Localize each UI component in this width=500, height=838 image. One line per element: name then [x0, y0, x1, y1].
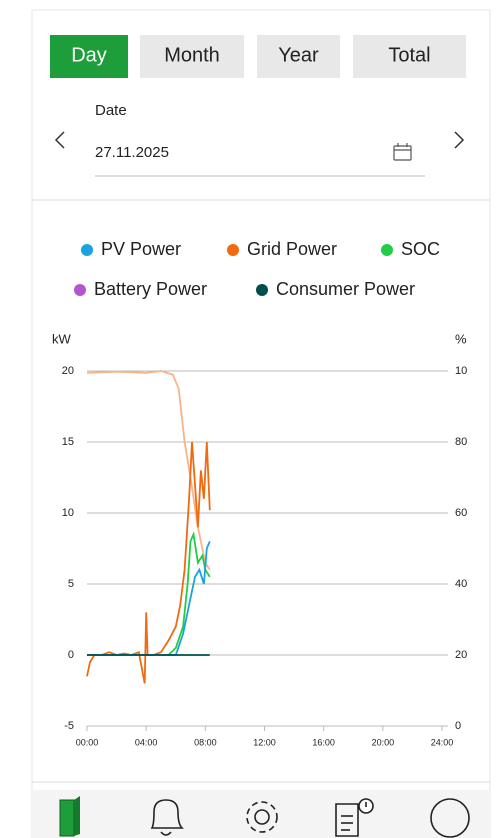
legend-dot[interactable] [256, 284, 268, 296]
legend-label[interactable]: Battery Power [94, 279, 207, 299]
series-line [167, 531, 211, 656]
tab[interactable] [140, 35, 244, 78]
series-line [86, 441, 211, 684]
tab-bar: Day Month Year Total [50, 35, 466, 78]
y-tick-label: 20 [62, 365, 74, 377]
legend-dot[interactable] [227, 244, 239, 256]
tab[interactable] [50, 35, 128, 78]
tab-label[interactable]: Total [388, 44, 430, 66]
y-tick-label: 15 [62, 436, 74, 448]
y2-axis-label: % [455, 331, 467, 346]
y2-tick-label: 60 [455, 507, 467, 519]
legend-label[interactable]: SOC [401, 239, 440, 259]
y2-tick-label: 40 [455, 578, 467, 590]
legend-label[interactable]: PV Power [101, 239, 181, 259]
nav-bar [32, 790, 490, 838]
x-tick-label: 16:00 [312, 737, 335, 747]
legend-label[interactable]: Grid Power [247, 239, 337, 259]
x-tick-label: 04:00 [135, 737, 158, 747]
legend-dot[interactable] [381, 244, 393, 256]
chart: PV Power Grid Power SOC Battery Power Consum… [52, 239, 467, 748]
y-tick-label: 5 [68, 578, 74, 590]
y2-tick-label: 10 [455, 365, 467, 377]
card [31, 9, 491, 838]
nav-reports[interactable] [335, 798, 374, 837]
legend-dot[interactable] [74, 284, 86, 296]
nav-profile[interactable] [430, 798, 470, 838]
tab[interactable] [353, 35, 466, 78]
x-tick-label: 12:00 [253, 737, 276, 747]
y-tick-label: 10 [62, 507, 74, 519]
y-tick-label: -5 [64, 720, 74, 732]
y-axis-label: kW [52, 331, 72, 346]
tab-label[interactable]: Year [278, 44, 319, 66]
tab[interactable] [257, 35, 340, 78]
nav-settings[interactable] [246, 801, 278, 833]
next-button[interactable] [454, 131, 465, 149]
date-label: Date [95, 102, 127, 119]
tab-label[interactable]: Day [71, 44, 107, 66]
nav-alerts[interactable] [150, 799, 184, 836]
y2-tick-label: 20 [455, 649, 467, 661]
calendar-icon[interactable] [393, 143, 412, 161]
series-line [86, 370, 211, 571]
tab-label[interactable]: Month [164, 44, 220, 66]
x-tick-label: 20:00 [372, 737, 395, 747]
legend-dot[interactable] [81, 244, 93, 256]
x-tick-label: 24:00 [431, 737, 454, 747]
y2-tick-label: 0 [455, 720, 461, 732]
nav-home[interactable] [59, 796, 80, 837]
y2-tick-label: 80 [455, 436, 467, 448]
prev-button[interactable] [54, 131, 65, 149]
legend-label[interactable]: Consumer Power [276, 279, 415, 299]
date-value[interactable]: 27.11.2025 [95, 144, 169, 161]
x-tick-label: 08:00 [194, 737, 217, 747]
y-tick-label: 0 [68, 649, 74, 661]
x-tick-label: 00:00 [76, 737, 99, 747]
